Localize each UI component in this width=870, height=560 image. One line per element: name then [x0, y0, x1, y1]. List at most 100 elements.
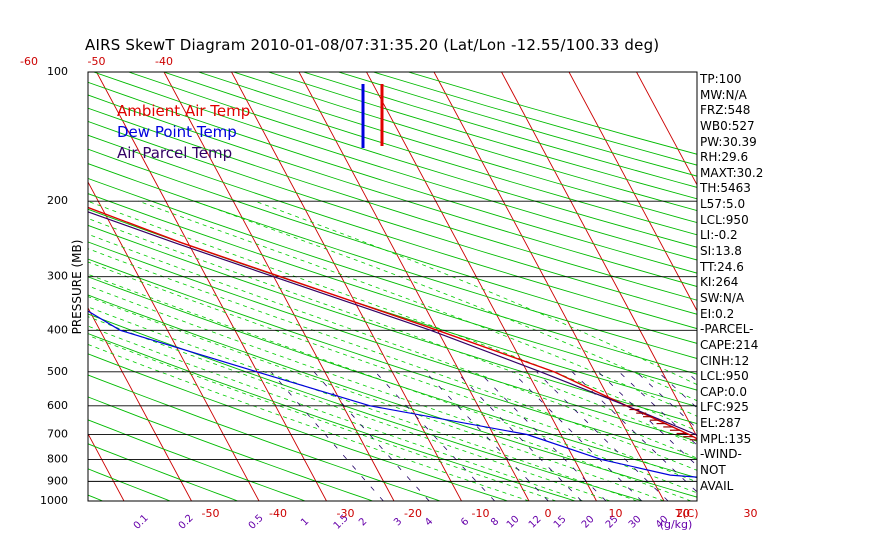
isotherm-line — [636, 72, 697, 186]
mixing-ratio-label: 0.2 — [177, 513, 196, 532]
series-line-dew-point-temp — [88, 310, 697, 478]
stat-row: KI:264 — [700, 275, 739, 290]
mixing-ratio-label: 12 — [527, 514, 544, 531]
sounding-stats-panel: TP:100 MW:N/A FRZ:548 WB0:527 PW:30.39 RH:29.… — [700, 72, 868, 494]
mixing-ratio-label: 15 — [552, 514, 569, 531]
pressure-tick-label: 900 — [47, 474, 68, 487]
mixing-ratio-label: 6 — [459, 516, 471, 528]
stat-row: TT:24.6 — [700, 259, 744, 274]
dry-adiabat-line — [88, 193, 697, 391]
bottom-unit-label: T(C) — [675, 507, 699, 520]
legend-item: Dew Point Temp — [117, 123, 237, 141]
mixing-ratio-label: 3 — [392, 516, 404, 528]
dry-adiabat-line — [88, 81, 697, 274]
stat-row: MPL:135 — [700, 431, 752, 446]
pressure-tick-label: 200 — [47, 194, 68, 207]
pressure-tick-label: 1000 — [40, 494, 68, 507]
stat-row: EI:0.2 — [700, 306, 735, 321]
y-axis-label: PRESSURE (MB) — [70, 240, 84, 335]
stat-row: TP:100 — [700, 72, 742, 86]
stat-row: MAXT:30.2 — [700, 165, 764, 180]
mixing-ratio-line — [536, 371, 669, 501]
mixing-ratio-line — [511, 371, 643, 501]
mixing-ratio-line — [375, 371, 495, 501]
top-temp-tick-label: -40 — [155, 55, 173, 68]
mixing-ratio-lines — [270, 371, 697, 501]
stat-row: WB0:527 — [700, 118, 755, 133]
dry-adiabat-line — [88, 94, 697, 287]
dry-adiabat-line — [88, 177, 697, 375]
stat-row: CAPE:214 — [700, 337, 759, 352]
bottom-temp-tick-label: -50 — [202, 507, 220, 520]
bottom-temp-tick-label: -30 — [337, 507, 355, 520]
stat-row: FRZ:548 — [700, 103, 751, 118]
moist-adiabat-line — [88, 248, 697, 471]
pressure-tick-label: 500 — [47, 365, 68, 378]
stat-row: AVAIL — [700, 478, 734, 493]
dry-adiabat-line — [88, 468, 171, 501]
dry-adiabat-lines — [88, 72, 697, 501]
dry-adiabat-line — [88, 134, 697, 330]
mixing-ratio-line — [478, 371, 607, 501]
dry-adiabat-line — [93, 72, 697, 261]
stat-row: NOT — [700, 463, 726, 478]
bottom-temp-tick-label: -10 — [472, 507, 490, 520]
stat-row: LI:-0.2 — [700, 228, 738, 243]
bottom-temp-tick-label: 10 — [609, 507, 623, 520]
profile-series — [88, 84, 697, 478]
top-temp-tick-label: -60 — [20, 55, 38, 68]
dry-adiabat-line — [88, 224, 697, 425]
mixing-ratio-label: 10 — [505, 514, 522, 531]
pressure-tick-label: 700 — [47, 428, 68, 441]
dry-adiabat-line — [88, 419, 306, 501]
dry-adiabat-line — [88, 258, 697, 460]
pressure-tick-label: 400 — [47, 323, 68, 336]
chart-legend: Ambient Air Temp Dew Point Temp Air Parcel… — [117, 102, 250, 162]
mixing-ratio-label: 2 — [357, 516, 369, 528]
isotherm-line — [231, 72, 462, 501]
bottom-temp-tick-label: 20 — [676, 507, 690, 520]
stat-row: PW:30.39 — [700, 134, 757, 149]
stat-row: MW:N/A — [700, 87, 747, 102]
moist-adiabat-line — [88, 233, 697, 459]
dry-adiabat-line — [88, 107, 697, 301]
stat-row: L57:5.0 — [700, 197, 746, 212]
chart-title: AIRS SkewT Diagram 2010-01-08/07:31:35.2… — [85, 36, 660, 54]
dry-adiabat-line — [88, 148, 697, 344]
stat-row: LCL:950 — [700, 212, 749, 227]
dry-adiabat-line — [88, 374, 441, 501]
isotherm-line — [568, 72, 697, 312]
pressure-tick-label: 600 — [47, 399, 68, 412]
bottom-temp-tick-label: 0 — [545, 507, 552, 520]
dry-adiabat-line — [88, 241, 697, 442]
dry-adiabat-line — [88, 163, 697, 359]
stat-row: -PARCEL- — [700, 322, 754, 337]
mixing-ratio-line — [425, 371, 549, 501]
series-line-air-parcel-temp — [88, 211, 697, 436]
dry-adiabat-line — [88, 120, 697, 315]
isotherm-line — [88, 181, 260, 501]
pressure-tick-label: 800 — [47, 452, 68, 465]
stat-row: CINH:12 — [700, 353, 750, 368]
legend-item: Air Parcel Temp — [117, 144, 232, 162]
mixing-ratio-unit: (g/kg) — [660, 518, 693, 531]
plot-frame — [87, 71, 698, 502]
moist-adiabat-line — [88, 273, 697, 494]
mixing-ratio-label: 1 — [299, 516, 311, 528]
dry-adiabat-line — [128, 72, 697, 248]
stat-row: CAP:0.0 — [700, 384, 747, 399]
dry-adiabat-line — [88, 276, 697, 479]
top-temp-tick-label: -50 — [88, 55, 106, 68]
stat-row: EL:287 — [700, 416, 742, 431]
stat-row: TH:5463 — [700, 181, 751, 196]
mixing-ratio-label: 20 — [580, 514, 597, 531]
isotherm-line — [298, 72, 530, 501]
dry-adiabat-line — [88, 333, 576, 501]
dry-adiabat-line — [88, 313, 643, 501]
stat-row: LFC:925 — [700, 400, 749, 415]
mixing-ratio-line — [456, 371, 582, 501]
mixing-ratio-label: 0.5 — [247, 513, 266, 532]
dry-adiabat-line — [88, 396, 373, 501]
moist-adiabat-line — [194, 200, 697, 402]
